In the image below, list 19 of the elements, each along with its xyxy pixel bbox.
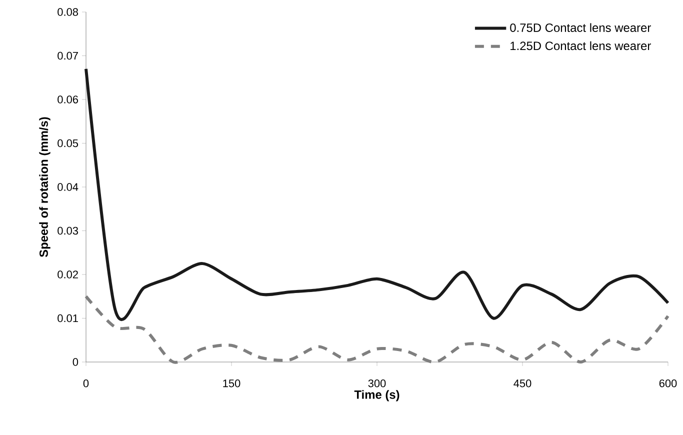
x-tick-label: 0 bbox=[83, 379, 89, 388]
x-tick-label: 150 bbox=[223, 379, 240, 388]
legend-label: 1.25D Contact lens wearer bbox=[510, 41, 651, 50]
y-tick-label: 0.04 bbox=[58, 183, 78, 191]
y-tick-label: 0.01 bbox=[58, 314, 78, 322]
y-tick-label: 0.06 bbox=[58, 96, 78, 104]
y-tick-label: 0.03 bbox=[58, 226, 78, 235]
y-tick-label: 0.07 bbox=[58, 52, 78, 60]
y-tick-label: 0.05 bbox=[58, 139, 78, 148]
y-tick-label: 0.02 bbox=[58, 270, 78, 278]
y-tick-label: 0.08 bbox=[58, 8, 78, 16]
legend-label: 0.75D Contact lens wearer bbox=[510, 23, 651, 32]
x-tick-label: 600 bbox=[659, 379, 677, 388]
x-tick-label: 300 bbox=[368, 379, 386, 388]
y-tick-label: 0 bbox=[72, 358, 78, 366]
x-tick-label: 450 bbox=[514, 379, 532, 388]
line-series bbox=[84, 67, 670, 320]
x-axis-title: Time (s) bbox=[354, 390, 400, 402]
y-axis-title: Speed of rotation (mm/s) bbox=[39, 117, 50, 258]
